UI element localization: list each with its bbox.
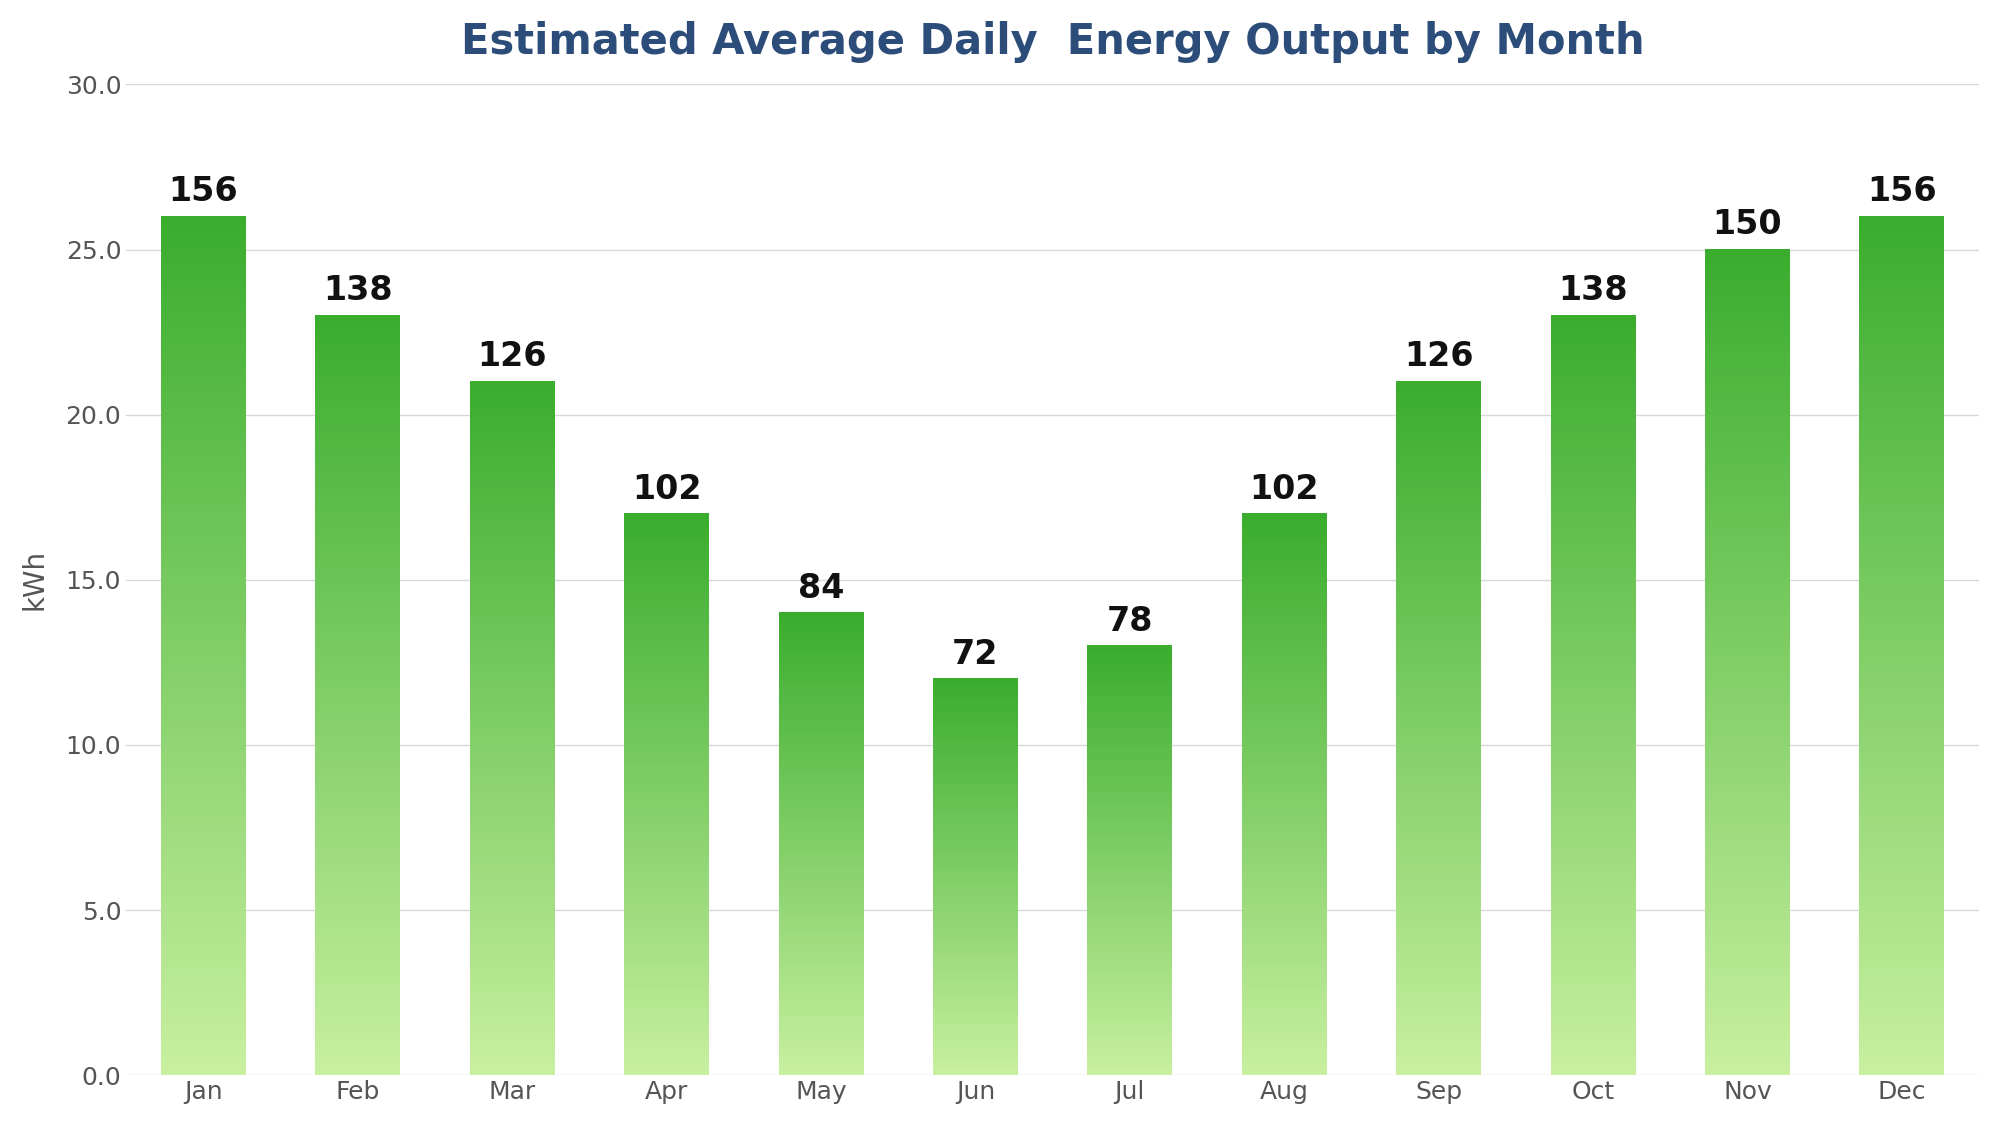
Text: 156: 156: [1868, 176, 1936, 208]
Text: 150: 150: [1712, 208, 1782, 241]
Text: 138: 138: [322, 274, 392, 307]
Text: 84: 84: [798, 572, 844, 604]
Y-axis label: kWh: kWh: [20, 549, 48, 611]
Text: 102: 102: [1250, 472, 1320, 505]
Text: 138: 138: [1558, 274, 1628, 307]
Text: 72: 72: [952, 638, 998, 670]
Text: 126: 126: [1404, 341, 1474, 374]
Text: 126: 126: [478, 341, 546, 374]
Text: 156: 156: [168, 176, 238, 208]
Title: Estimated Average Daily  Energy Output by Month: Estimated Average Daily Energy Output by…: [460, 21, 1644, 63]
Text: 102: 102: [632, 472, 702, 505]
Text: 78: 78: [1106, 604, 1154, 638]
